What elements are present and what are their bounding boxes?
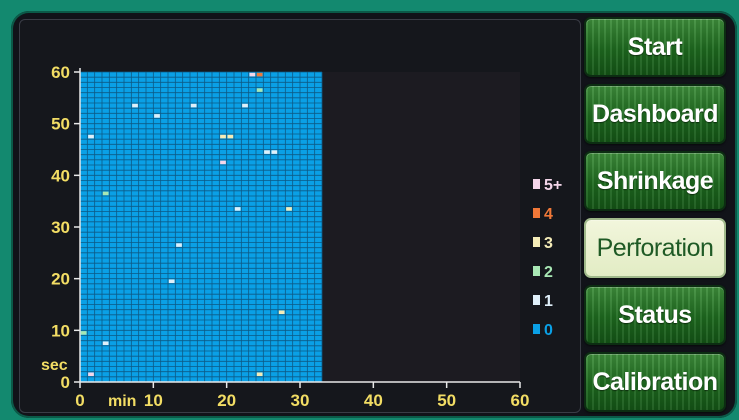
x-tick-label-50: 50 [437,391,456,410]
y-unit-label: sec [41,357,68,374]
marked-cell-11 [264,150,270,154]
marked-cell-3 [256,372,263,377]
x-tick-label-20: 20 [217,391,236,410]
y-tick-label-20: 20 [51,270,70,289]
legend-label-4: 1 [544,293,553,310]
marked-cell-10 [220,160,226,165]
y-tick-label-10: 10 [51,321,70,340]
legend-label-3: 2 [544,264,553,281]
marked-cell-18 [190,103,197,108]
marked-cell-19 [242,103,248,108]
marked-cell-7 [234,207,241,211]
marked-cell-0 [88,372,94,377]
y-tick-label-60: 60 [51,63,70,82]
legend-swatch-5 [533,324,540,334]
marked-cell-17 [132,103,138,108]
marked-cell-13 [88,134,94,139]
x-tick-label-0: 0 [75,391,84,410]
x-unit-label: min [108,393,136,410]
x-tick-label-30: 30 [291,391,310,410]
perforation-button[interactable]: Perforation [584,218,726,278]
start-button[interactable]: Start [584,17,726,77]
y-tick-label-0: 0 [61,373,70,392]
marked-cell-5 [168,279,175,284]
dashboard-button[interactable]: Dashboard [584,84,726,144]
marked-cell-21 [249,72,256,77]
perforation-chart-panel: 0 10 20 30 40 50 60 0 10 20 30 40 50 60 min sec 5+ 4 3 2 1 0 [19,19,581,413]
legend-label-2: 3 [544,235,553,252]
legend-label-0: 5+ [544,177,562,194]
marked-cell-15 [227,134,234,139]
marked-cell-6 [176,243,182,247]
legend-swatch-4 [533,295,540,305]
marked-cell-9 [102,191,109,196]
cell-grid-lines [79,71,323,383]
marked-cell-14 [220,134,226,139]
x-tick-label-40: 40 [364,391,383,410]
legend-swatch-1 [533,208,540,218]
y-tick-label-40: 40 [51,166,70,185]
marked-cell-12 [271,150,278,154]
legend-swatch-0 [533,179,540,189]
shrinkage-button[interactable]: Shrinkage [584,151,726,211]
marked-cell-22 [256,72,263,77]
x-tick-label-60: 60 [511,391,530,410]
legend-swatch-3 [533,266,540,276]
marked-cell-2 [80,331,87,335]
device-screen: 0 10 20 30 40 50 60 0 10 20 30 40 50 60 min sec 5+ 4 3 2 1 0 … [11,11,737,418]
status-button[interactable]: Status [584,285,726,345]
navigation-panel: Start Dashboard Shrinkage Perforation St… [584,17,730,415]
marked-cell-8 [286,207,292,211]
marked-cell-20 [256,88,263,92]
marked-cell-16 [154,114,160,118]
legend-label-5: 0 [544,322,553,339]
legend-label-1: 4 [544,206,553,223]
calibration-button[interactable]: Calibration [584,352,726,412]
legend-swatch-2 [533,237,540,247]
x-tick-label-10: 10 [144,391,163,410]
marked-cell-4 [278,310,285,315]
marked-cell-1 [102,341,109,346]
y-tick-label-50: 50 [51,115,70,134]
y-tick-label-30: 30 [51,218,70,237]
